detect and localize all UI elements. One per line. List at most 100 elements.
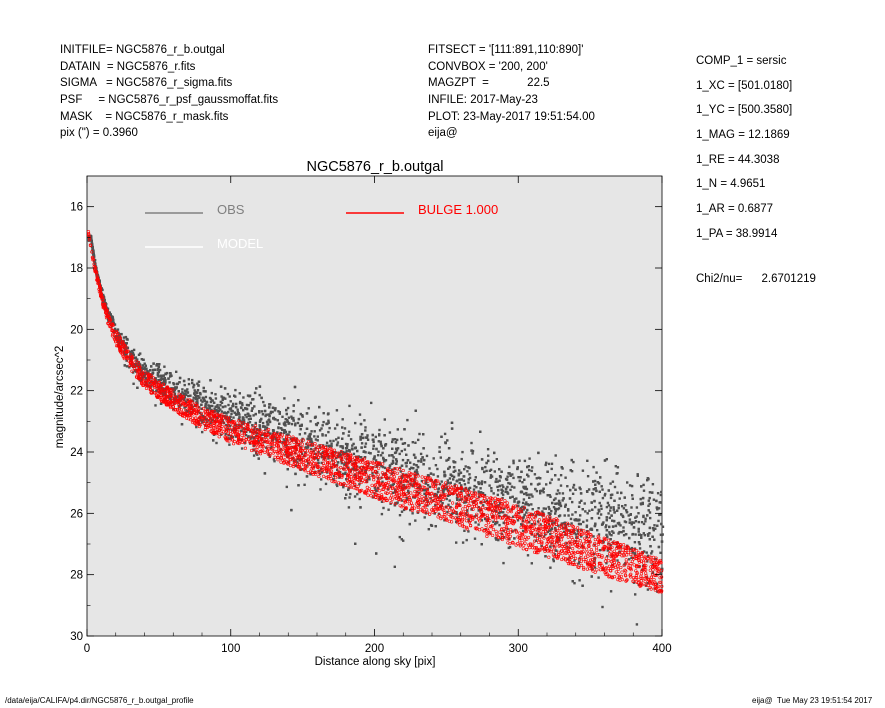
obs-point	[100, 287, 103, 290]
bulge-point	[136, 369, 140, 373]
obs-point	[347, 506, 351, 509]
bulge-point	[524, 518, 529, 522]
obs-point	[262, 425, 265, 428]
obs-point	[448, 499, 451, 502]
obs-point	[413, 480, 416, 483]
obs-point	[316, 459, 320, 462]
bulge-point	[603, 559, 608, 563]
obs-point	[294, 459, 298, 462]
obs-point	[564, 503, 567, 506]
obs-point	[314, 438, 318, 441]
obs-point	[654, 527, 657, 530]
bulge-point	[334, 464, 339, 468]
obs-point	[541, 510, 544, 513]
bulge-point	[570, 546, 575, 551]
obs-point	[196, 382, 199, 385]
obs-point	[477, 506, 480, 509]
bulge-point	[595, 552, 600, 557]
bulge-point	[288, 442, 292, 446]
obs-point	[528, 457, 531, 460]
obs-point	[569, 488, 572, 492]
obs-point	[407, 444, 410, 447]
obs-point	[329, 439, 332, 443]
obs-point	[160, 374, 163, 377]
obs-point	[547, 462, 551, 466]
bulge-point	[217, 435, 221, 439]
chi2-readout: Chi2/nu= 2.6701219	[696, 273, 816, 285]
bulge-point	[313, 442, 317, 446]
header-mid-value: '200, 200'	[498, 60, 548, 73]
obs-point	[151, 368, 155, 372]
bulge-point	[564, 541, 568, 545]
bulge-point	[271, 439, 275, 443]
obs-point	[251, 398, 254, 401]
bulge-point	[285, 437, 289, 441]
obs-point	[251, 424, 254, 427]
obs-point	[380, 500, 384, 503]
bulge-point	[90, 250, 94, 254]
obs-point	[525, 511, 528, 514]
obs-point	[538, 477, 542, 480]
obs-point	[526, 554, 530, 557]
obs-point	[518, 479, 521, 483]
obs-point	[628, 558, 631, 561]
obs-point	[396, 438, 399, 442]
obs-point	[632, 526, 636, 529]
obs-point	[202, 390, 205, 393]
obs-point	[267, 419, 270, 422]
obs-point	[485, 469, 488, 473]
obs-point	[307, 407, 310, 410]
obs-point	[516, 519, 520, 522]
obs-point	[651, 491, 654, 494]
obs-point	[399, 470, 402, 473]
obs-point	[141, 376, 144, 379]
obs-point	[427, 474, 430, 477]
obs-point	[590, 575, 593, 578]
bulge-point	[486, 517, 490, 521]
obs-point	[443, 519, 446, 522]
obs-point	[303, 483, 306, 486]
obs-point	[441, 502, 444, 505]
obs-point	[379, 454, 383, 457]
bulge-point	[283, 458, 287, 462]
obs-point	[240, 402, 244, 405]
obs-point	[586, 512, 589, 515]
obs-point	[519, 476, 522, 479]
bulge-point	[477, 517, 481, 521]
bulge-point	[346, 457, 350, 461]
obs-point	[325, 444, 328, 447]
bulge-point	[316, 455, 321, 460]
obs-point	[597, 516, 601, 520]
obs-point	[653, 538, 656, 541]
obs-point	[530, 523, 534, 526]
bulge-point	[500, 533, 504, 537]
obs-point	[557, 524, 560, 527]
obs-point	[601, 496, 605, 500]
bulge-point	[187, 408, 191, 412]
obs-point	[456, 516, 459, 519]
obs-point	[581, 469, 585, 472]
obs-point	[618, 497, 621, 500]
obs-point	[281, 428, 284, 431]
header-left-value: NGC5876_r_b.outgal	[115, 44, 225, 56]
obs-point	[451, 492, 455, 495]
bulge-point	[598, 568, 603, 572]
obs-point	[292, 404, 295, 407]
obs-point	[526, 508, 529, 512]
header-mid-key: MAGZPT =	[428, 77, 489, 90]
obs-point	[637, 512, 640, 515]
bulge-point	[653, 573, 657, 578]
obs-point	[566, 485, 569, 488]
obs-point	[130, 349, 134, 353]
obs-point	[192, 396, 195, 399]
header-left-key: DATAIN =	[60, 60, 114, 73]
obs-point	[199, 393, 202, 396]
bulge-point	[266, 445, 270, 449]
obs-point	[309, 432, 312, 436]
obs-point	[353, 459, 357, 462]
obs-point	[612, 519, 616, 523]
obs-point	[647, 499, 650, 502]
obs-point	[530, 503, 533, 506]
obs-point	[116, 328, 120, 331]
